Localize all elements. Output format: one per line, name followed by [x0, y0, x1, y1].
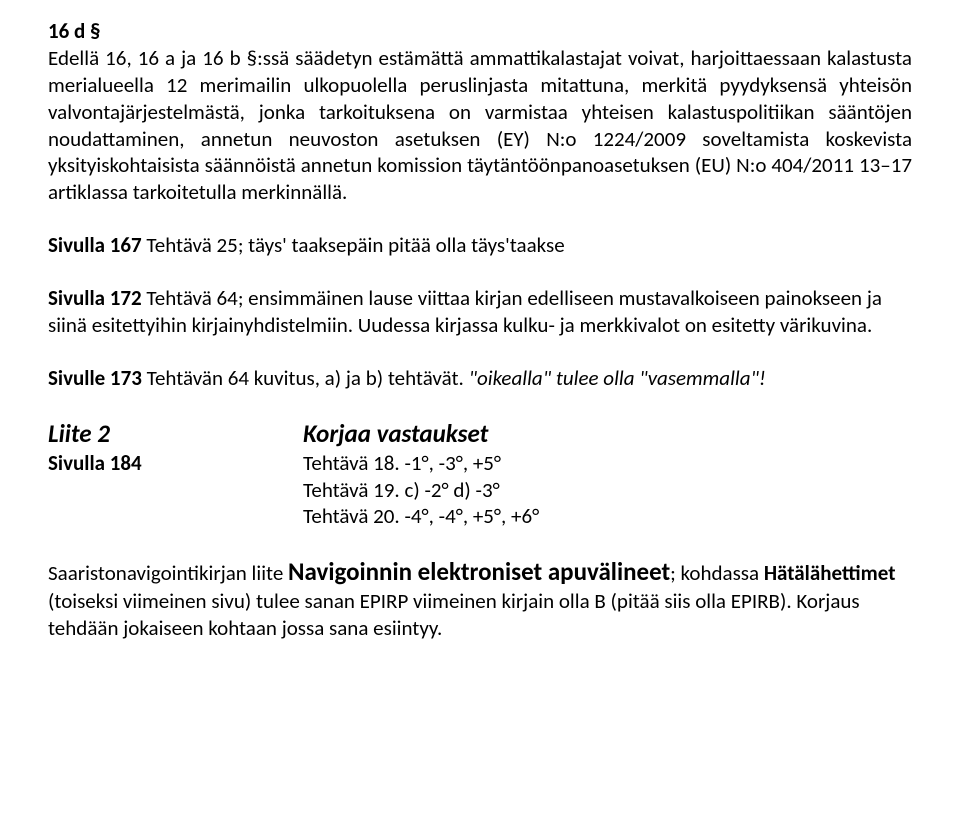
liite2-right-col: Korjaa vastaukset Tehtävä 18. -1°, -3°, …	[303, 418, 912, 531]
footer-para: Saaristonavigointikirjan liite Navigoinn…	[48, 556, 912, 642]
para-167: Sivulla 167 Tehtävä 25; täys' taaksepäin…	[48, 232, 912, 259]
footer-b: ; kohdassa	[670, 560, 764, 586]
liite2-left-col: Liite 2 Sivulla 184	[48, 418, 303, 531]
para-173: Sivulle 173 Tehtävän 64 kuvitus, a) ja b…	[48, 365, 912, 392]
liite2-line-0: Tehtävä 18. -1°, -3°, +5°	[303, 450, 912, 477]
liite2-sub: Sivulla 184	[48, 450, 303, 477]
liite2-line-1: Tehtävä 19. c) -2° d) -3°	[303, 477, 912, 504]
p167-rest: Tehtävä 25; täys' taaksepäin pitää olla …	[142, 232, 565, 258]
p173-italic: "oikealla" tulee olla "vasemmalla"!	[469, 365, 766, 391]
liite2-line-2: Tehtävä 20. -4°, -4°, +5°, +6°	[303, 503, 912, 530]
p173-mid: Tehtävän 64 kuvitus, a) ja b) tehtävät.	[142, 365, 469, 391]
footer-big: Navigoinnin elektroniset apuvälineet	[288, 556, 670, 587]
para-172: Sivulla 172 Tehtävä 64; ensimmäinen laus…	[48, 285, 912, 339]
liite2-block: Liite 2 Sivulla 184 Korjaa vastaukset Te…	[48, 418, 912, 531]
para-1: Edellä 16, 16 a ja 16 b §:ssä säädetyn e…	[48, 45, 912, 206]
footer-bold2: Hätälähettimet	[764, 560, 896, 586]
footer-c: (toiseksi viimeinen sivu) tulee sanan EP…	[48, 588, 860, 641]
section-heading: 16 d §	[48, 18, 912, 45]
liite2-right-title: Korjaa vastaukset	[303, 418, 912, 450]
p173-bold: Sivulle 173	[48, 365, 142, 391]
footer-a: Saaristonavigointikirjan liite	[48, 560, 288, 586]
p167-bold: Sivulla 167	[48, 232, 142, 258]
p172-rest: Tehtävä 64; ensimmäinen lause viittaa ki…	[48, 285, 882, 338]
liite2-title: Liite 2	[48, 418, 303, 450]
p172-bold: Sivulla 172	[48, 285, 142, 311]
